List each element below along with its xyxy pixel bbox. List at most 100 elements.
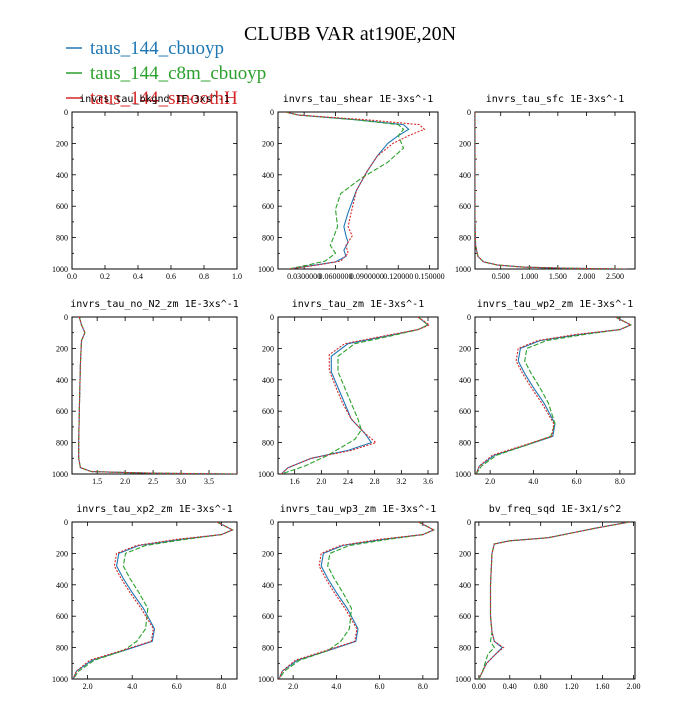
x-tick-label: 4.0 <box>331 682 341 691</box>
y-tick-label: 400 <box>459 171 471 180</box>
series-line-taus_144_c8m_cbuoyp <box>281 317 430 474</box>
x-tick-label: 1.60 <box>596 682 610 691</box>
x-tick-label: 2.0 <box>83 682 93 691</box>
y-tick-label: 400 <box>56 581 68 590</box>
x-tick-label: 2.8 <box>370 477 380 486</box>
plot-frame <box>277 316 439 475</box>
x-tick-label: 2.4 <box>343 477 353 486</box>
x-tick-label: 2.0 <box>288 682 298 691</box>
y-tick-label: 800 <box>56 439 68 448</box>
y-tick-label: 0 <box>270 108 274 117</box>
panel-title: invrs_tau_wp2_zm 1E-3xs^-1 <box>477 299 634 310</box>
y-tick-label: 200 <box>56 139 68 148</box>
x-tick-label: 1.6 <box>290 477 300 486</box>
y-tick-label: 800 <box>262 644 274 653</box>
figure-title: CLUBB VAR at190E,20N <box>244 23 456 45</box>
legend-item: taus_144_c8m_cbuoyp <box>66 63 266 84</box>
panel-title: bv_freq_sqd 1E-3x1/s^2 <box>489 504 621 515</box>
x-tick-label: 0.0600000 <box>319 272 353 281</box>
x-tick-label: 8.0 <box>216 682 226 691</box>
series-line-taus_144_cbuoyp <box>280 317 430 474</box>
panel-6: invrs_tau_wp2_zm 1E-3xs^-1 0 200 400 600 800 1… <box>455 299 636 486</box>
panel-title: invrs_tau_wp3_zm 1E-3xs^-1 <box>280 504 437 515</box>
x-tick-label: 0.500 <box>492 272 510 281</box>
y-tick-label: 400 <box>262 171 274 180</box>
panel-title: invrs_tau_no_N2_zm 1E-3xs^-1 <box>70 299 239 310</box>
x-tick-label: 3.6 <box>423 477 433 486</box>
x-tick-label: 3.5 <box>204 477 214 486</box>
x-tick-label: 0.8 <box>199 272 209 281</box>
plot-frame <box>474 111 636 270</box>
x-tick-label: 2.0 <box>120 477 130 486</box>
series-line-taus_144_smoothH <box>478 522 630 679</box>
series-line-taus_144_cbuoyp <box>72 522 234 679</box>
series-line-taus_144_c8m_cbuoyp <box>475 317 632 474</box>
plot-frame <box>71 111 238 270</box>
y-tick-label: 800 <box>459 439 471 448</box>
panel-title: invrs_tau_sfc 1E-3xs^-1 <box>486 94 624 105</box>
legend-label: taus_144_smoothH <box>90 88 238 109</box>
panel-title: invrs_tau_zm 1E-3xs^-1 <box>292 299 424 310</box>
x-tick-label: 2.0 <box>485 477 495 486</box>
x-tick-label: 1.5 <box>92 477 102 486</box>
y-tick-label: 400 <box>459 376 471 385</box>
y-tick-label: 400 <box>262 376 274 385</box>
y-tick-label: 600 <box>262 202 274 211</box>
y-tick-label: 600 <box>56 407 68 416</box>
x-tick-label: 6.0 <box>375 682 385 691</box>
x-tick-label: 0.150000 <box>415 272 445 281</box>
x-tick-label: 4.0 <box>127 682 137 691</box>
y-tick-label: 200 <box>262 139 274 148</box>
y-tick-label: 800 <box>459 644 471 653</box>
x-tick-label: 0.4 <box>133 272 143 281</box>
y-tick-label: 200 <box>56 549 68 558</box>
series-line-taus_144_c8m_cbuoyp <box>475 112 627 269</box>
y-tick-label: 1000 <box>455 675 471 684</box>
panel-title: invrs_tau_bkgnd 1E-3xs^-1 <box>79 94 230 105</box>
y-tick-label: 400 <box>56 376 68 385</box>
y-tick-label: 0 <box>270 313 274 322</box>
y-tick-label: 800 <box>459 234 471 243</box>
plot-frame <box>277 111 439 270</box>
y-tick-label: 600 <box>459 612 471 621</box>
series-line-taus_144_c8m_cbuoyp <box>478 522 630 679</box>
x-tick-label: 2.500 <box>606 272 624 281</box>
plot-frame <box>474 316 636 475</box>
x-tick-label: 0.80 <box>534 682 548 691</box>
y-tick-label: 800 <box>56 234 68 243</box>
y-tick-label: 200 <box>459 344 471 353</box>
y-tick-label: 600 <box>262 407 274 416</box>
x-tick-label: 2.0 <box>316 477 326 486</box>
y-tick-label: 1000 <box>455 265 471 274</box>
series-line-taus_144_smoothH <box>475 112 627 269</box>
x-tick-label: 4.0 <box>528 477 538 486</box>
y-tick-label: 800 <box>262 439 274 448</box>
y-tick-label: 200 <box>262 344 274 353</box>
series-line-taus_144_smoothH <box>72 522 234 679</box>
series-line-taus_144_smoothH <box>280 317 431 474</box>
x-tick-label: 2.00 <box>626 682 640 691</box>
y-tick-label: 200 <box>459 139 471 148</box>
legend-label: taus_144_c8m_cbuoyp <box>90 63 266 84</box>
x-tick-label: 0.120000 <box>383 272 413 281</box>
panel-2: invrs_tau_shear 1E-3xs^-1 0 200 400 600 800 10… <box>258 94 445 281</box>
plot-frame <box>474 521 636 680</box>
plot-frame <box>71 316 238 475</box>
legend-item: taus_144_cbuoyp <box>66 38 224 59</box>
y-tick-label: 200 <box>56 344 68 353</box>
series-line-taus_144_cbuoyp <box>478 522 630 679</box>
y-tick-label: 0 <box>64 108 68 117</box>
series-line-taus_144_cbuoyp <box>475 317 632 474</box>
y-tick-label: 400 <box>262 581 274 590</box>
x-tick-label: 0.0300000 <box>287 272 321 281</box>
panel-1: invrs_tau_bkgnd 1E-3xs^-1 0 200 400 600 800 10… <box>52 94 242 281</box>
y-tick-label: 600 <box>56 202 68 211</box>
y-tick-label: 1000 <box>52 265 68 274</box>
x-tick-label: 2.5 <box>148 477 158 486</box>
y-tick-label: 600 <box>459 202 471 211</box>
panel-7: invrs_tau_xp2_zm 1E-3xs^-1 0 200 400 600 800 1… <box>52 504 238 691</box>
y-tick-label: 0 <box>467 313 471 322</box>
panel-4: invrs_tau_no_N2_zm 1E-3xs^-10 200 400 600 80… <box>52 299 239 486</box>
y-tick-label: 1000 <box>258 265 274 274</box>
